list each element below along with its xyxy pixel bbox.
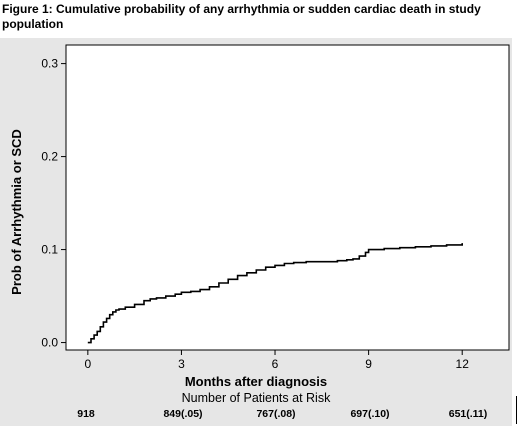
- x-tick-label: 12: [456, 357, 470, 371]
- figure-title: Figure 1: Cumulative probability of any …: [2, 2, 481, 31]
- y-axis: 0.0 0.1 0.2 0.3: [41, 57, 66, 350]
- x-axis: 0 3 6 9 12: [84, 350, 469, 371]
- risk-table-title: Number of Patients at Risk: [181, 391, 331, 405]
- risk-count: 767(.08): [256, 408, 296, 420]
- risk-count: 697(.10): [350, 408, 390, 420]
- plot-area: [65, 44, 510, 351]
- x-tick-label: 3: [178, 357, 185, 371]
- edge-line: [516, 396, 517, 424]
- y-tick-label: 0.0: [41, 336, 58, 350]
- cumulative-probability-line: [87, 243, 463, 344]
- x-tick-label: 0: [84, 357, 91, 371]
- x-tick-label: 6: [272, 357, 279, 371]
- y-axis-label: Prob of Arrhythmia or SCD: [9, 129, 24, 295]
- y-tick-label: 0.2: [41, 150, 58, 164]
- risk-count: 849(.05): [163, 408, 203, 420]
- x-axis-label: Months after diagnosis: [184, 374, 328, 389]
- risk-count: 918: [77, 408, 95, 420]
- risk-count: 651(.11): [448, 408, 488, 420]
- y-tick-label: 0.1: [41, 243, 58, 257]
- x-tick-label: 9: [365, 357, 372, 371]
- y-tick-label: 0.3: [41, 57, 58, 71]
